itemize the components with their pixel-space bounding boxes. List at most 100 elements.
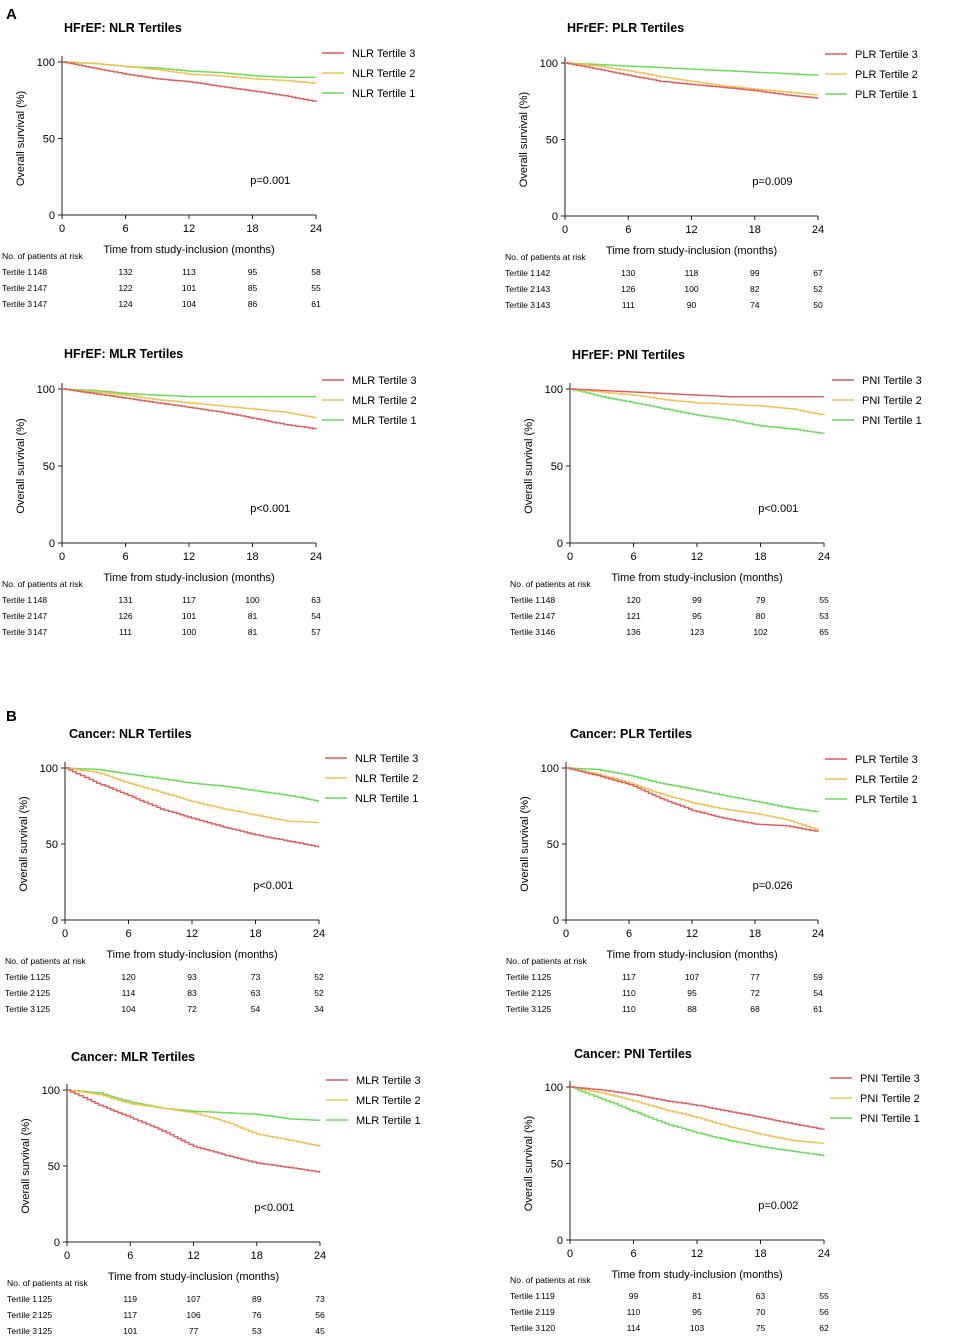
x-tick-label: 12: [691, 551, 703, 563]
x-tick-label: 12: [685, 224, 697, 236]
x-tick-label: 24: [310, 551, 322, 563]
curve-nlr-tertile-1: [65, 767, 320, 803]
risk-count: 99: [750, 268, 760, 278]
legend-label: PNI Tertile 1: [862, 415, 922, 427]
curve-mlr-tertile-3: [67, 1089, 321, 1173]
y-axis-label: Overall survival (%): [523, 1116, 535, 1211]
y-axis-label: Overall survival (%): [518, 92, 530, 187]
risk-count: 55: [819, 595, 829, 605]
y-tick-label: 0: [49, 210, 55, 222]
x-tick-label: 6: [625, 224, 631, 236]
section-label-b: B: [6, 708, 17, 725]
curve-pni-tertile-1: [570, 388, 825, 434]
y-tick-label: 50: [48, 1161, 60, 1173]
x-tick-label: 6: [122, 223, 128, 235]
y-tick-label: 100: [37, 384, 55, 396]
risk-row-label: Tertile 3: [2, 299, 32, 309]
risk-count: 50: [813, 300, 823, 310]
risk-count: 125: [36, 972, 51, 982]
risk-count: 110: [622, 988, 636, 998]
curve-nlr-tertile-2: [65, 767, 320, 824]
risk-count: 125: [537, 1004, 552, 1014]
y-tick-label: 50: [547, 839, 559, 851]
risk-count: 95: [687, 988, 697, 998]
y-tick-label: 0: [557, 538, 563, 550]
risk-table-header: No. of patients at risk: [505, 252, 586, 262]
legend-label: PNI Tertile 1: [860, 1113, 920, 1125]
risk-count: 110: [622, 1004, 636, 1014]
risk-table-header: No. of patients at risk: [2, 251, 83, 261]
legend-label: NLR Tertile 3: [355, 753, 418, 765]
risk-row-label: Tertile 3: [510, 1323, 540, 1333]
risk-count: 57: [311, 627, 321, 637]
risk-count: 56: [819, 1307, 829, 1317]
curve-mlr-tertile-1: [67, 1089, 321, 1122]
risk-count: 99: [629, 1291, 639, 1301]
x-tick-label: 6: [127, 1250, 133, 1262]
risk-count: 147: [541, 611, 556, 621]
risk-count: 61: [311, 299, 321, 309]
risk-count: 58: [311, 267, 321, 277]
curve-mlr-tertile-2: [62, 388, 317, 419]
risk-row-label: Tertile 1: [2, 595, 32, 605]
legend-label: PNI Tertile 3: [862, 375, 922, 387]
risk-row-label: Tertile 2: [505, 284, 535, 294]
risk-count: 100: [684, 284, 699, 294]
risk-count: 89: [252, 1294, 262, 1304]
p-value: p<0.001: [250, 503, 290, 515]
x-tick-label: 12: [183, 551, 195, 563]
legend-label: PLR Tertile 1: [855, 794, 918, 806]
panel-title: Cancer: NLR Tertiles: [69, 727, 192, 741]
risk-count: 56: [315, 1310, 325, 1320]
risk-row-label: Tertile 3: [7, 1326, 37, 1336]
risk-count: 55: [311, 283, 321, 293]
x-tick-label: 18: [246, 551, 258, 563]
panel-title: HFrEF: NLR Tertiles: [64, 21, 182, 35]
panel-title: HFrEF: PLR Tertiles: [567, 21, 684, 35]
risk-count: 122: [118, 283, 133, 293]
km-panel: Cancer: NLR Tertiles 0 50 100 0 6 12 18 24 Time f…: [5, 727, 418, 1014]
risk-count: 125: [38, 1310, 53, 1320]
risk-count: 95: [692, 1307, 702, 1317]
legend-label: PNI Tertile 3: [860, 1073, 920, 1085]
risk-row-label: Tertile 1: [510, 1291, 540, 1301]
risk-count: 106: [186, 1310, 201, 1320]
curve-nlr-tertile-2: [62, 61, 317, 84]
legend-label: PNI Tertile 2: [862, 395, 922, 407]
curve-nlr-tertile-3: [65, 767, 320, 848]
risk-row-label: Tertile 3: [5, 1004, 35, 1014]
y-tick-label: 50: [551, 461, 563, 473]
x-tick-label: 24: [310, 223, 322, 235]
x-tick-label: 12: [686, 928, 698, 940]
x-tick-label: 18: [754, 1248, 766, 1260]
y-tick-label: 100: [540, 58, 558, 70]
risk-table-header: No. of patients at risk: [506, 956, 587, 966]
risk-count: 104: [182, 299, 197, 309]
risk-count: 52: [813, 284, 823, 294]
x-axis-label: Time from study-inclusion (months): [611, 1269, 782, 1281]
y-tick-label: 50: [546, 135, 558, 147]
risk-count: 52: [314, 988, 324, 998]
risk-row-label: Tertile 3: [510, 627, 540, 637]
risk-count: 86: [248, 299, 258, 309]
risk-table-header: No. of patients at risk: [510, 1275, 591, 1285]
risk-count: 54: [813, 988, 823, 998]
risk-count: 73: [251, 972, 261, 982]
curve-plr-tertile-3: [566, 767, 819, 832]
risk-count: 52: [314, 972, 324, 982]
panel-title: Cancer: PLR Tertiles: [570, 727, 692, 741]
y-axis-label: Overall survival (%): [20, 1118, 32, 1213]
risk-count: 120: [541, 1323, 556, 1333]
risk-count: 147: [33, 299, 48, 309]
curve-pni-tertile-1: [570, 1086, 825, 1157]
x-tick-label: 18: [749, 224, 761, 236]
risk-count: 114: [627, 1323, 641, 1333]
risk-count: 125: [537, 988, 552, 998]
curve-mlr-tertile-3: [62, 388, 317, 430]
risk-row-label: Tertile 1: [2, 267, 32, 277]
panel-title: HFrEF: PNI Tertiles: [572, 348, 685, 362]
risk-count: 111: [622, 300, 635, 310]
p-value: p=0.001: [250, 175, 290, 187]
risk-count: 90: [687, 300, 697, 310]
x-tick-label: 18: [249, 928, 261, 940]
